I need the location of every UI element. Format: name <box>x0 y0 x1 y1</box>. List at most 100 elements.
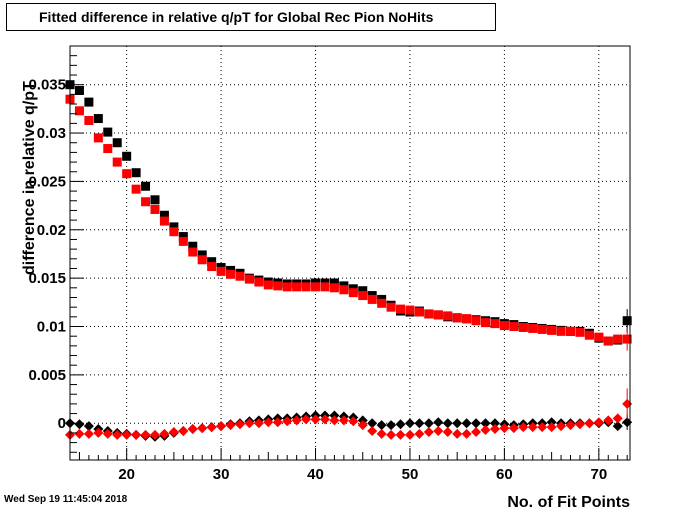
data-point <box>103 144 113 154</box>
data-point <box>367 418 378 429</box>
data-point <box>480 418 491 429</box>
data-point <box>396 304 406 314</box>
data-point <box>159 428 170 439</box>
data-point <box>433 310 443 320</box>
data-point <box>122 151 132 161</box>
data-point <box>93 133 103 143</box>
data-point <box>376 420 387 431</box>
data-point <box>310 414 321 425</box>
data-point <box>603 336 613 346</box>
data-point <box>112 157 122 167</box>
data-point <box>414 418 425 429</box>
data-point <box>433 417 444 428</box>
data-point <box>424 309 434 319</box>
data-point <box>319 414 330 425</box>
data-point <box>527 422 538 433</box>
data-point <box>443 311 453 321</box>
data-point <box>575 327 585 337</box>
data-point <box>584 330 594 340</box>
data-point <box>131 168 141 178</box>
data-point <box>622 334 632 344</box>
x-tick-label: 60 <box>496 466 513 483</box>
data-point <box>216 266 226 276</box>
data-point <box>282 282 292 292</box>
data-point <box>197 250 207 260</box>
data-point <box>556 421 567 432</box>
data-point <box>414 307 424 317</box>
data-point <box>225 420 236 431</box>
data-point <box>546 422 557 433</box>
data-point <box>358 291 368 301</box>
data-point <box>547 325 557 335</box>
data-point <box>93 427 104 438</box>
data-point <box>273 281 283 291</box>
data-point <box>574 419 585 430</box>
data-point <box>235 271 245 281</box>
data-point <box>481 318 491 328</box>
data-point <box>367 425 378 436</box>
data-point <box>187 424 198 435</box>
data-point <box>169 227 179 237</box>
data-point <box>528 323 538 333</box>
data-point <box>141 197 151 207</box>
data-point <box>489 418 500 429</box>
data-point <box>509 322 519 332</box>
data-point <box>499 321 509 331</box>
data-point <box>253 418 264 429</box>
data-point <box>386 420 397 431</box>
data-point <box>556 326 566 336</box>
data-point <box>377 298 387 308</box>
data-point <box>140 429 151 440</box>
data-point <box>499 423 510 434</box>
data-point <box>74 428 85 439</box>
data-point <box>461 428 472 439</box>
data-point <box>234 419 245 430</box>
data-point <box>329 283 339 293</box>
data-point <box>207 257 217 267</box>
y-tick-label: 0 <box>58 415 66 432</box>
data-point <box>329 415 340 426</box>
data-point <box>612 421 623 432</box>
data-point <box>74 419 85 430</box>
data-point <box>272 417 283 428</box>
data-point <box>84 115 94 125</box>
timestamp: Wed Sep 19 11:45:04 2018 <box>4 494 128 505</box>
y-tick-label: 0.005 <box>28 367 66 384</box>
data-point <box>461 418 472 429</box>
data-point <box>263 417 274 428</box>
data-point <box>93 114 103 124</box>
data-point <box>603 415 614 426</box>
data-point <box>593 417 604 428</box>
y-tick-label: 0.025 <box>28 173 66 190</box>
data-point <box>311 282 321 292</box>
data-point <box>414 428 425 439</box>
x-axis-label: No. of Fit Points <box>507 494 630 511</box>
data-point <box>395 429 406 440</box>
data-point <box>471 316 481 326</box>
data-point <box>471 418 482 429</box>
data-point <box>518 422 529 433</box>
data-point <box>282 416 293 427</box>
data-point <box>254 277 264 287</box>
axis-ticks: 20 30 40 50 60 70 0 0.005 0.01 0.015 0.02 0.025 0.03… <box>28 55 628 483</box>
data-point <box>490 319 500 329</box>
series-1 <box>65 94 632 351</box>
data-point <box>489 424 500 435</box>
data-point <box>244 418 255 429</box>
series-3 <box>65 388 633 440</box>
data-point <box>433 425 444 436</box>
data-point <box>537 422 548 433</box>
x-tick-label: 50 <box>402 466 419 483</box>
x-tick-label: 40 <box>307 466 324 483</box>
x-tick-label: 70 <box>590 466 607 483</box>
plot-frame <box>69 45 631 461</box>
data-point <box>159 216 169 226</box>
data-point <box>83 428 94 439</box>
data-point <box>357 420 368 431</box>
data-point <box>197 255 207 265</box>
data-point <box>613 334 623 344</box>
data-point <box>423 426 434 437</box>
data-point <box>452 313 462 323</box>
data-point <box>358 286 368 296</box>
